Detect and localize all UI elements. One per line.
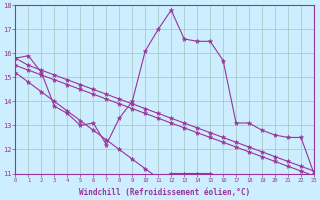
X-axis label: Windchill (Refroidissement éolien,°C): Windchill (Refroidissement éolien,°C) — [79, 188, 250, 197]
